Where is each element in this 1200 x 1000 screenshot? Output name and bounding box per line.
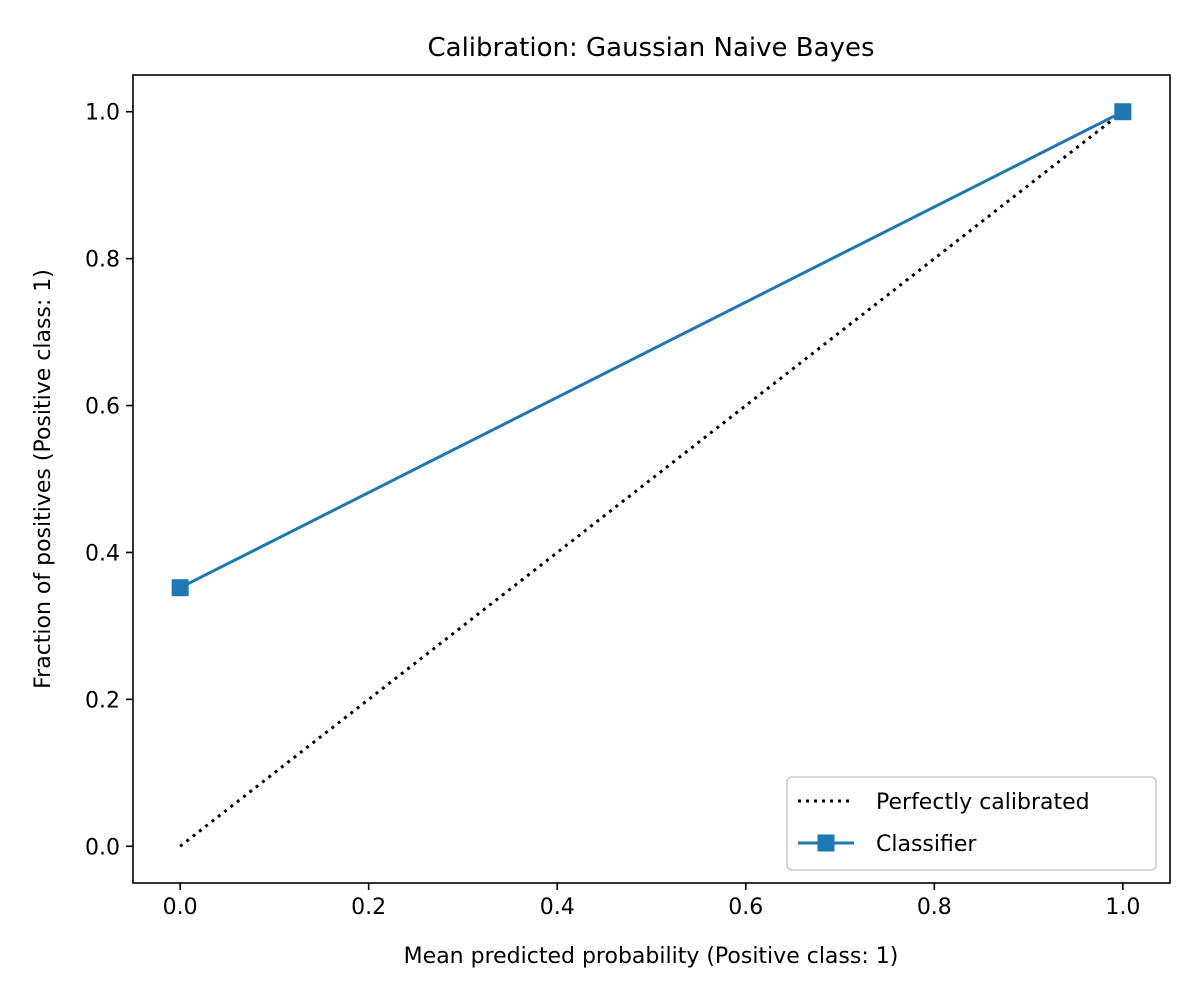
x-tick-label: 0.4 xyxy=(540,895,575,920)
y-tick-label: 0.2 xyxy=(85,688,120,713)
plot-frame xyxy=(132,74,1171,884)
classifier-point xyxy=(171,579,189,597)
classifier-line xyxy=(179,110,1124,590)
legend-box xyxy=(786,776,1157,871)
series-layer xyxy=(171,103,1132,848)
y-tick-label: 0.8 xyxy=(85,248,120,273)
y-tick-label: 0.6 xyxy=(85,395,120,420)
legend-label-perfectly-calibrated: Perfectly calibrated xyxy=(876,790,1090,815)
x-tick-label: 0.8 xyxy=(917,895,952,920)
perfectly-calibrated-line xyxy=(179,110,1124,848)
y-axis-ticks: 0.0 0.2 0.4 0.6 0.8 1.0 xyxy=(85,101,133,860)
x-tick-label: 0.6 xyxy=(728,895,763,920)
x-axis-ticks: 0.0 0.2 0.4 0.6 0.8 1.0 xyxy=(163,883,1140,920)
y-tick-label: 0.0 xyxy=(85,835,120,860)
y-axis-label: Fraction of positives (Positive class: 1… xyxy=(31,269,56,689)
classifier-point xyxy=(1114,103,1132,121)
chart-title: Calibration: Gaussian Naive Bayes xyxy=(428,33,875,63)
x-tick-label: 1.0 xyxy=(1105,895,1140,920)
x-tick-label: 0.2 xyxy=(351,895,386,920)
x-tick-label: 0.0 xyxy=(163,895,198,920)
legend-label-classifier: Classifier xyxy=(876,832,977,857)
legend-classifier-marker xyxy=(817,834,835,852)
y-tick-label: 1.0 xyxy=(85,101,120,126)
legend: Perfectly calibrated Classifier xyxy=(786,776,1157,871)
x-axis-label: Mean predicted probability (Positive cla… xyxy=(404,944,899,969)
y-tick-label: 0.4 xyxy=(85,541,120,566)
plot-area xyxy=(132,74,1171,884)
